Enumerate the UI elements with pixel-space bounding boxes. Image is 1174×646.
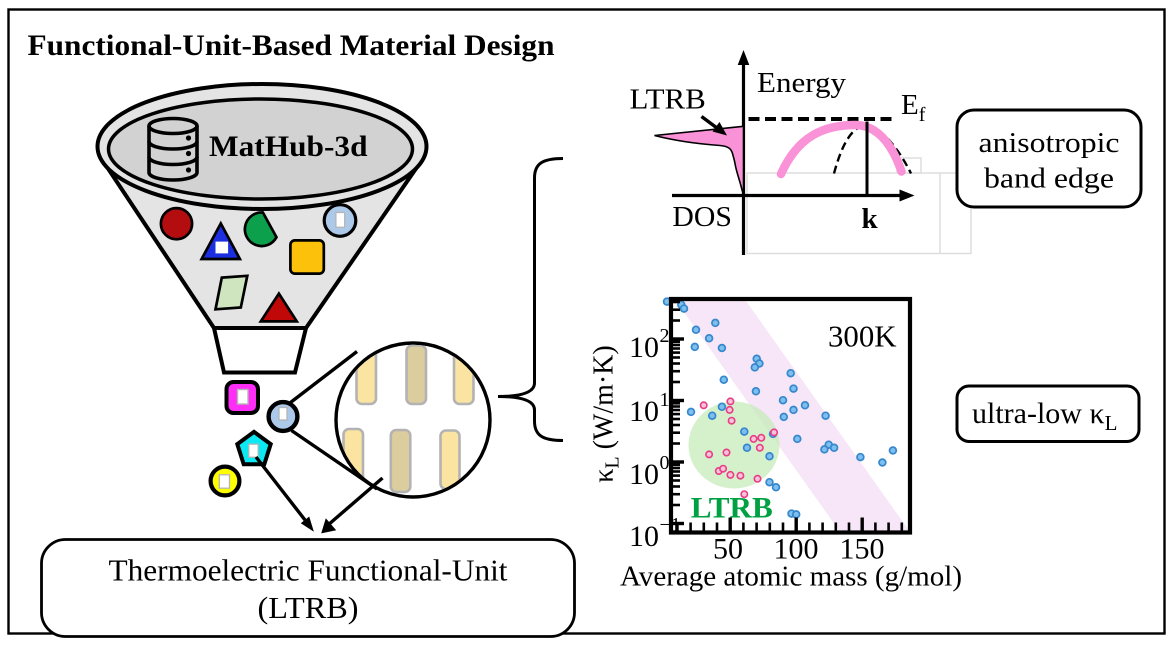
svg-text:50: 50 (713, 533, 743, 566)
svg-text:ultra-low κL: ultra-low κL (972, 397, 1117, 435)
svg-text:k: k (862, 203, 879, 235)
svg-text:(LTRB): (LTRB) (258, 590, 359, 625)
svg-text:10: 10 (629, 458, 659, 491)
svg-text:10: 10 (629, 331, 659, 364)
svg-text:LTRB: LTRB (691, 492, 773, 525)
svg-text:band edge: band edge (984, 163, 1114, 195)
svg-text:Energy: Energy (757, 67, 847, 99)
svg-text:DOS: DOS (672, 201, 732, 233)
svg-text:2: 2 (660, 325, 670, 347)
svg-text:Average atomic mass (g/mol): Average atomic mass (g/mol) (620, 562, 962, 593)
svg-text:100: 100 (774, 533, 819, 566)
svg-text:Functional-Unit-Based Material: Functional-Unit-Based Material Design (28, 29, 555, 62)
svg-text:MatHub-3d: MatHub-3d (209, 130, 368, 163)
svg-text:LTRB: LTRB (630, 84, 706, 116)
svg-text:10: 10 (629, 520, 659, 553)
svg-text:−1: −1 (660, 514, 681, 536)
svg-text:1: 1 (660, 389, 670, 411)
svg-text:Thermoelectric Functional-Unit: Thermoelectric Functional-Unit (109, 553, 508, 588)
svg-text:150: 150 (840, 533, 885, 566)
svg-text:0: 0 (660, 452, 670, 474)
svg-text:300K: 300K (828, 319, 897, 354)
svg-text:anisotropic: anisotropic (979, 127, 1120, 159)
svg-text:κL (W/m·K): κL (W/m·K) (589, 345, 624, 483)
svg-text:10: 10 (629, 395, 659, 428)
